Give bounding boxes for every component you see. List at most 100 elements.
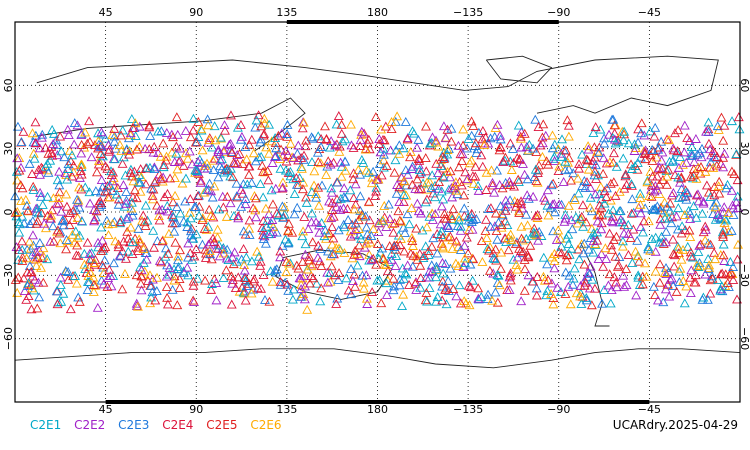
occultation-marker <box>95 196 106 206</box>
tick-label: −45 <box>638 6 661 19</box>
occultation-marker <box>709 247 720 257</box>
occultation-marker <box>415 282 426 292</box>
occultation-marker <box>193 190 204 200</box>
occultation-marker <box>387 218 398 228</box>
occultation-marker <box>377 243 388 253</box>
occultation-marker <box>608 114 619 124</box>
occultation-marker <box>446 136 457 146</box>
occultation-marker <box>288 174 299 184</box>
occultation-marker <box>194 210 205 220</box>
occultation-marker <box>634 280 645 289</box>
occultation-marker <box>421 166 432 176</box>
occultation-marker <box>298 154 309 164</box>
occultation-marker <box>731 197 742 207</box>
occultation-marker <box>231 178 242 188</box>
tick-label: 45 <box>99 403 113 416</box>
occultation-marker <box>300 249 311 259</box>
occultation-marker <box>138 244 149 253</box>
occultation-marker <box>26 304 37 314</box>
occultation-marker <box>451 236 462 246</box>
occultation-marker <box>373 253 384 263</box>
occultation-marker <box>283 226 294 236</box>
occultation-marker <box>250 193 261 203</box>
occultation-marker <box>711 160 722 170</box>
occultation-marker <box>574 159 584 169</box>
occultation-marker <box>270 183 281 193</box>
occultation-marker <box>23 291 34 301</box>
occultation-marker <box>690 270 701 280</box>
occultation-marker <box>89 258 100 267</box>
occultation-marker <box>516 246 526 255</box>
occultation-marker <box>537 151 548 161</box>
occultation-marker <box>635 192 646 202</box>
occultation-marker <box>69 139 80 149</box>
occultation-marker <box>590 189 601 199</box>
occultation-marker <box>548 299 559 309</box>
occultation-marker <box>188 125 199 135</box>
occultation-marker <box>54 166 65 176</box>
occultation-marker <box>18 273 29 283</box>
occultation-marker <box>312 147 323 157</box>
occultation-marker <box>187 159 198 169</box>
occultation-marker <box>623 138 634 148</box>
occultation-marker <box>560 209 571 219</box>
occultation-marker <box>407 236 418 245</box>
occultation-marker <box>91 167 102 177</box>
occultation-marker <box>267 276 278 286</box>
occultation-marker <box>443 285 454 295</box>
occultation-marker <box>349 269 360 279</box>
occultation-marker <box>461 232 472 242</box>
occultation-marker <box>323 246 333 256</box>
occultation-marker <box>157 204 168 214</box>
occultation-marker <box>336 161 347 171</box>
occultation-marker <box>500 155 510 165</box>
occultation-marker <box>222 244 233 254</box>
occultation-marker <box>158 172 169 182</box>
occultation-marker <box>156 257 167 267</box>
occultation-marker <box>717 229 728 239</box>
occultation-marker <box>362 138 373 148</box>
occultation-marker <box>635 208 646 218</box>
occultation-marker <box>733 112 744 122</box>
occultation-marker <box>673 203 684 213</box>
occultation-marker <box>713 181 724 191</box>
occultation-marker <box>530 211 541 221</box>
occultation-marker <box>258 192 269 202</box>
tick-label: −30 <box>738 264 750 287</box>
occultation-marker <box>277 201 288 211</box>
occultation-marker <box>609 134 620 144</box>
occultation-marker <box>481 214 491 224</box>
coastline-2 <box>14 348 741 369</box>
occultation-marker <box>183 252 194 262</box>
occultation-marker <box>634 256 644 266</box>
occultation-marker <box>529 228 540 238</box>
occultation-marker <box>513 174 524 184</box>
occultation-marker <box>172 164 183 174</box>
occultation-marker <box>311 192 322 202</box>
occultation-marker <box>251 115 262 125</box>
occultation-marker <box>515 154 526 164</box>
occultation-marker <box>121 186 132 196</box>
occultation-marker <box>84 187 95 197</box>
occultation-marker <box>731 148 742 158</box>
occultation-marker <box>190 137 201 147</box>
series-legend: C2E1 C2E2 C2E3 C2E4 C2E5 C2E6 <box>30 418 291 432</box>
occultation-marker <box>559 216 570 226</box>
occultation-marker <box>336 119 347 129</box>
occultation-marker <box>391 145 402 155</box>
occultation-marker <box>681 281 692 291</box>
occultation-marker <box>554 247 565 256</box>
occultation-marker <box>76 184 87 194</box>
occultation-marker <box>346 140 357 150</box>
occultation-marker <box>407 161 418 171</box>
occultation-marker <box>603 208 614 218</box>
occultation-marker <box>218 272 229 282</box>
occultation-marker <box>423 246 434 255</box>
occultation-marker <box>192 164 203 174</box>
occultation-marker <box>588 128 599 138</box>
occultation-marker <box>530 114 541 124</box>
occultation-marker <box>80 264 91 273</box>
occultation-marker <box>679 147 690 157</box>
occultation-marker <box>144 120 155 130</box>
occultation-marker <box>226 110 236 120</box>
